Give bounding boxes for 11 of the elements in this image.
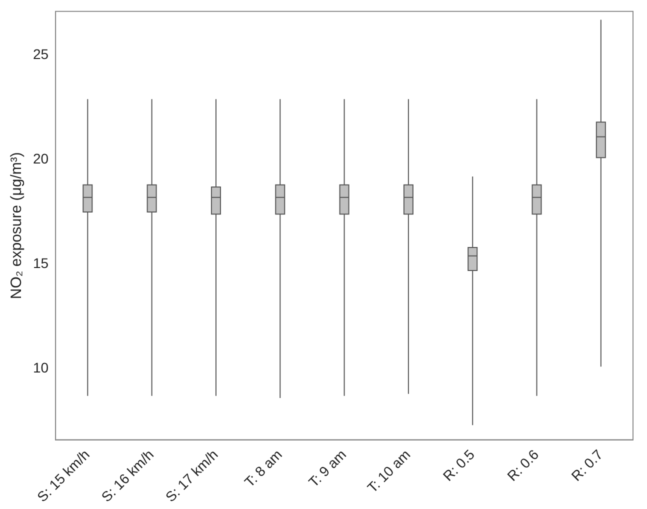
x-tick-label: R: 0.6 <box>504 446 542 484</box>
y-tick-label: 15 <box>32 255 49 272</box>
x-tick-label: R: 0.5 <box>440 446 478 484</box>
x-tick-label: T: 8 am <box>241 446 285 490</box>
y-axis-title: NO₂ exposure (μg/m³) <box>8 152 26 300</box>
x-tick-label: T: 9 am <box>305 446 350 490</box>
y-tick-label: 10 <box>32 360 49 376</box>
y-tick-label: 20 <box>32 150 49 167</box>
x-tick-label: R: 0.7 <box>568 446 606 484</box>
y-tick-label: 25 <box>32 46 49 62</box>
x-tick-label: T: 10 am <box>364 446 414 496</box>
